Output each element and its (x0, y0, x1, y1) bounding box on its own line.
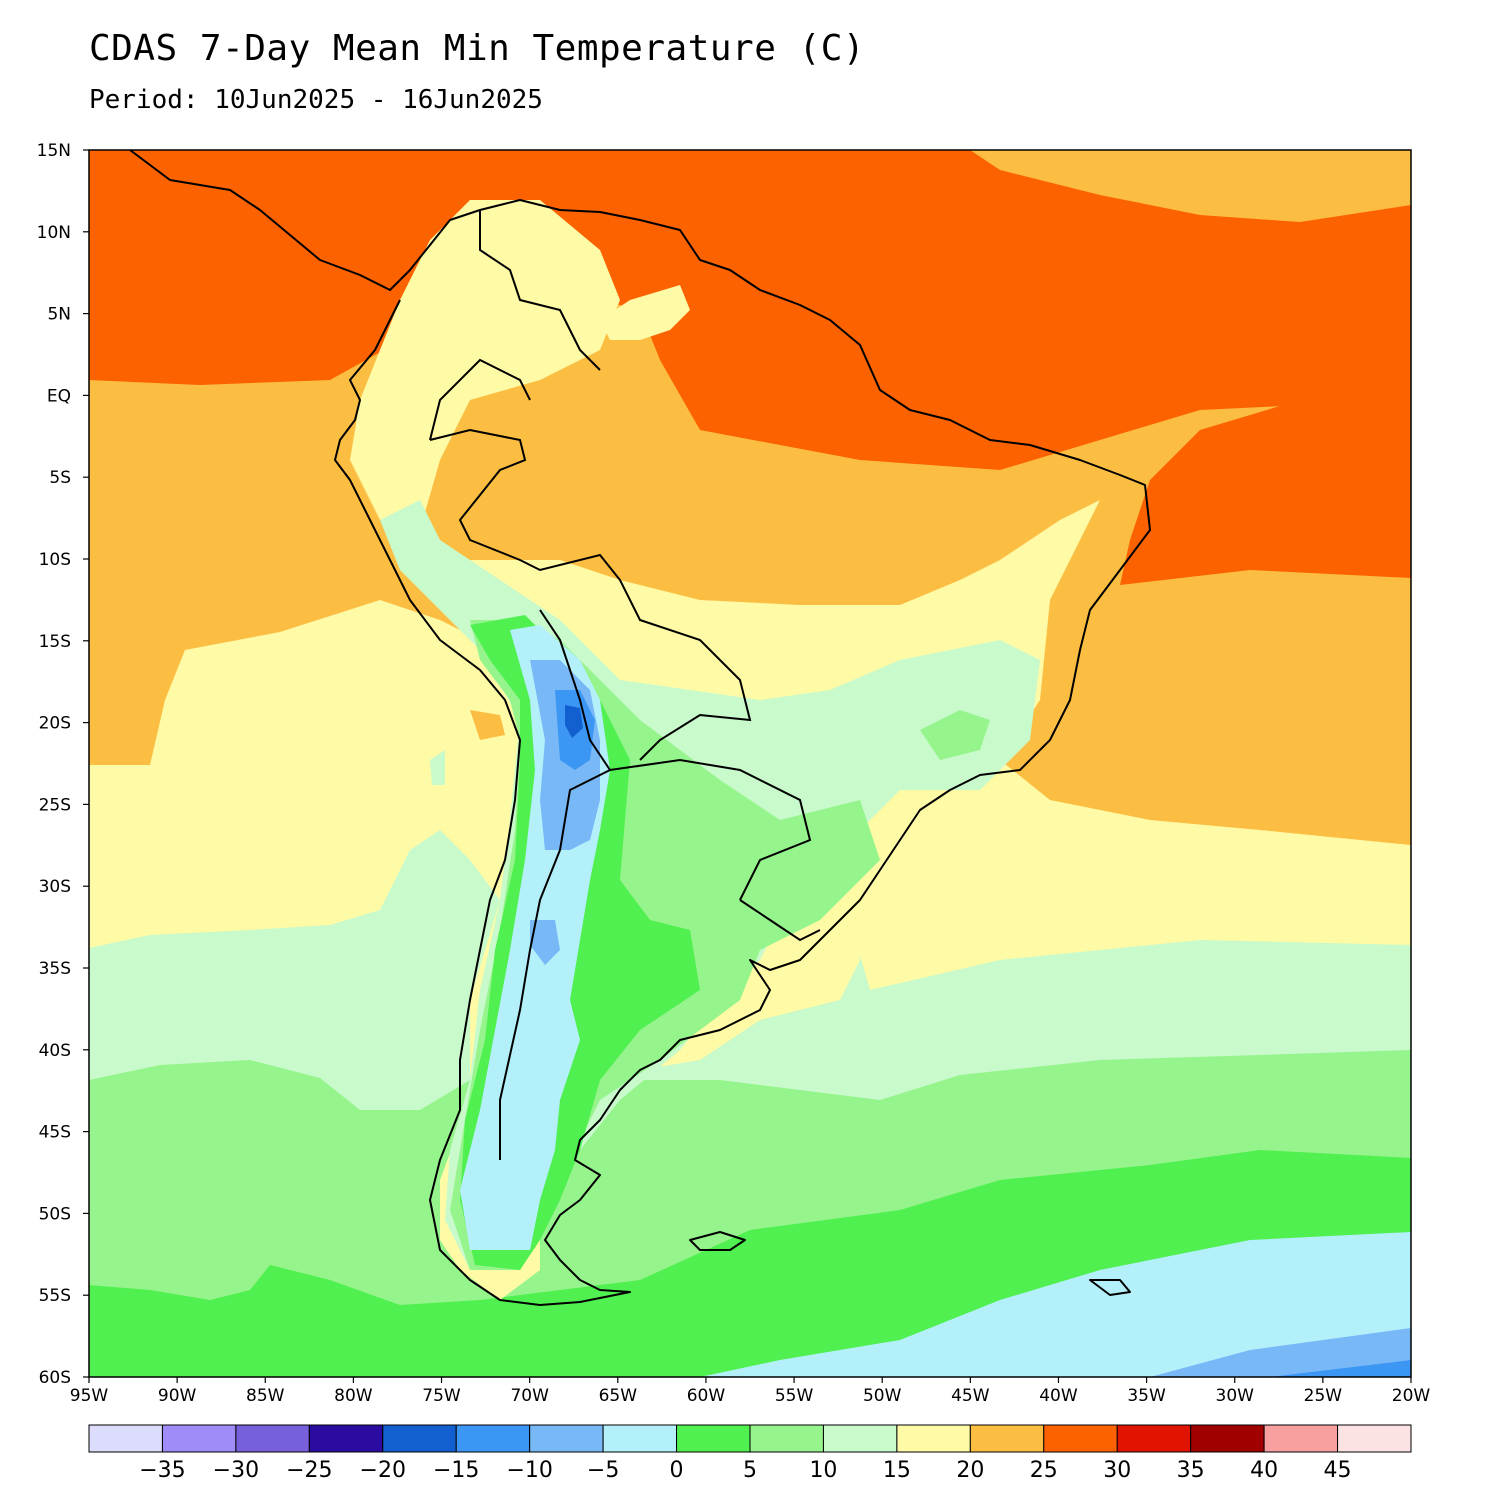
lat-tick-label: 10N (37, 223, 71, 243)
lat-tick-label: 40S (39, 1041, 71, 1061)
colorbar-label: −30 (213, 1458, 259, 1483)
colorbar-label: 10 (809, 1458, 837, 1483)
lat-tick-label: 5S (49, 468, 71, 488)
lon-tick-label: 30W (1216, 1386, 1255, 1406)
colorbar: −35 −30 −25 −20 −15 −10 −5 0 5 10 15 20 25 30 35 40 45 (88, 1424, 1412, 1483)
map-axes: 15N 10N 5N EQ 5S 10S 15S 20S 25S 30S 35S 40S 45S 50S 5… (37, 141, 1431, 1406)
colorbar-swatch (1043, 1424, 1118, 1453)
colorbar-swatch (88, 1424, 163, 1453)
colorbar-label: 15 (883, 1458, 911, 1483)
lon-tick-label: 80W (334, 1386, 373, 1406)
lon-tick-label: 25W (1304, 1386, 1343, 1406)
lon-tick-label: 55W (775, 1386, 814, 1406)
colorbar-swatch (602, 1424, 678, 1453)
lat-tick-label: 20S (39, 714, 71, 734)
colorbar-swatch (749, 1424, 824, 1453)
colorbar-label: −15 (433, 1458, 479, 1483)
lon-tick-label: 50W (863, 1386, 902, 1406)
colorbar-label: 45 (1324, 1458, 1352, 1483)
colorbar-swatch (1337, 1424, 1412, 1453)
colorbar-label: −10 (506, 1458, 552, 1483)
lon-tick-label: 70W (510, 1386, 549, 1406)
lat-tick-label: 5N (47, 305, 71, 325)
colorbar-label: −20 (360, 1458, 406, 1483)
colorbar-label: 25 (1030, 1458, 1058, 1483)
lon-tick-label: 75W (422, 1386, 461, 1406)
lon-tick-label: 20W (1392, 1386, 1431, 1406)
country-borders (429, 210, 821, 1160)
colorbar-swatch (1116, 1424, 1192, 1453)
lat-tick-label: 10S (39, 550, 71, 570)
coastline (129, 150, 1151, 1306)
colorbar-swatch (822, 1424, 898, 1453)
lat-tick-label: 45S (39, 1123, 71, 1143)
colorbar-swatch (969, 1424, 1045, 1453)
colorbar-swatch (896, 1424, 971, 1453)
colorbar-label: −5 (587, 1458, 619, 1483)
period-label: Period: 10Jun2025 - 16Jun2025 (89, 85, 543, 115)
lat-tick-label: 35S (39, 959, 71, 979)
colorbar-swatch (308, 1424, 384, 1453)
colorbar-label: −25 (286, 1458, 332, 1483)
temperature-fill (89, 150, 1411, 1377)
colorbar-swatch (382, 1424, 457, 1453)
colorbar-label: 35 (1177, 1458, 1205, 1483)
lon-tick-label: 90W (158, 1386, 197, 1406)
colorbar-swatch (161, 1424, 237, 1453)
lat-tick-label: 15S (39, 632, 71, 652)
lat-tick-label: 60S (39, 1368, 71, 1388)
lat-tick-label: 55S (39, 1286, 71, 1306)
lon-tick-label: 60W (687, 1386, 726, 1406)
colorbar-label: 20 (956, 1458, 984, 1483)
map-frame (88, 149, 1412, 1378)
lon-tick-label: 40W (1039, 1386, 1078, 1406)
colorbar-swatch (676, 1424, 751, 1453)
lon-tick-label: 45W (951, 1386, 990, 1406)
lat-tick-label: 25S (39, 795, 71, 815)
lat-tick-label: 30S (39, 877, 71, 897)
colorbar-swatch (455, 1424, 531, 1453)
colorbar-label: 40 (1250, 1458, 1278, 1483)
lat-tick-label: 50S (39, 1204, 71, 1224)
lon-tick-label: 85W (246, 1386, 285, 1406)
lon-tick-label: 35W (1127, 1386, 1166, 1406)
lon-tick-label: 65W (599, 1386, 638, 1406)
colorbar-label: 5 (743, 1458, 757, 1483)
lat-tick-label: EQ (47, 386, 71, 406)
lon-tick-label: 95W (70, 1386, 109, 1406)
lat-tick-label: 15N (37, 141, 71, 161)
colorbar-swatch (529, 1424, 604, 1453)
colorbar-swatch (235, 1424, 310, 1453)
colorbar-swatch (1190, 1424, 1265, 1453)
colorbar-label: −35 (139, 1458, 185, 1483)
colorbar-label: 30 (1103, 1458, 1131, 1483)
chart-title: CDAS 7-Day Mean Min Temperature (C) (89, 28, 866, 69)
colorbar-label: 0 (670, 1458, 684, 1483)
colorbar-swatch (1263, 1424, 1339, 1453)
